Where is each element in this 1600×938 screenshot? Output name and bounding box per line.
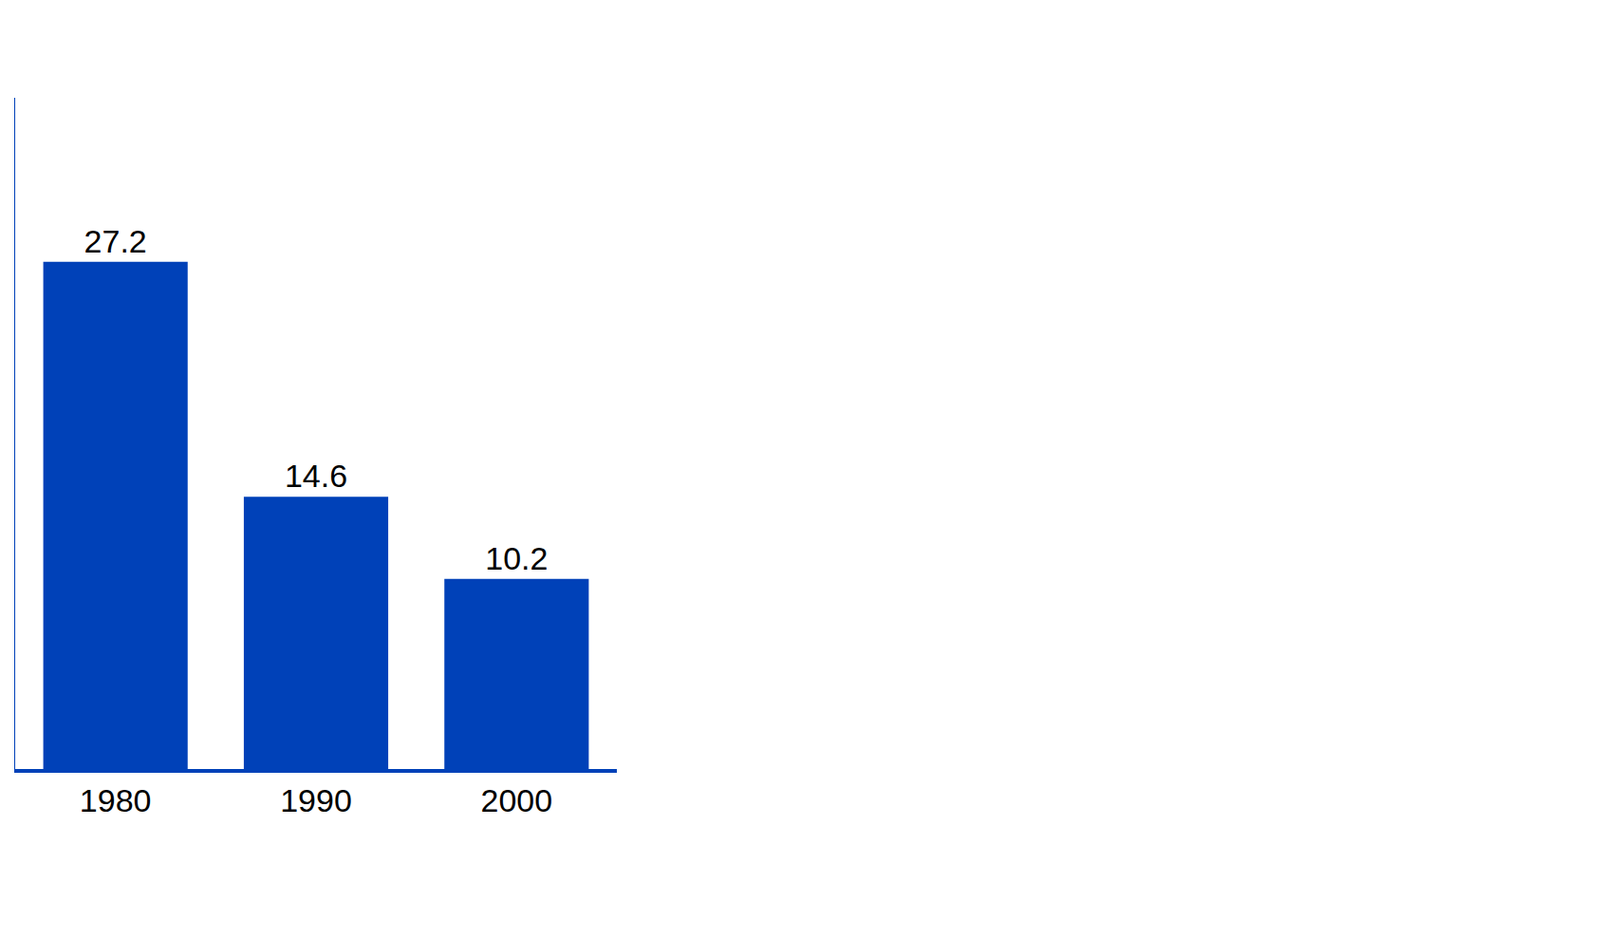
- svg-text:27.2: 27.2: [84, 223, 148, 260]
- svg-text:2000: 2000: [481, 781, 554, 819]
- svg-text:14.6: 14.6: [284, 457, 348, 494]
- svg-text:1980: 1980: [79, 781, 152, 819]
- svg-text:10.2: 10.2: [484, 539, 548, 577]
- svg-text:1990: 1990: [279, 781, 353, 819]
